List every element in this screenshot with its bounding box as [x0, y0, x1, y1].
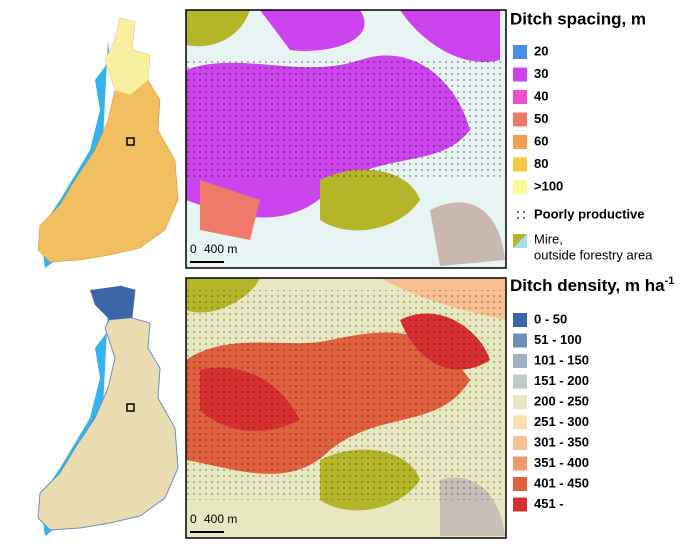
legend-swatch	[513, 395, 527, 409]
legend-swatch	[513, 333, 527, 348]
legend-swatch	[513, 180, 527, 194]
legend-label: 151 - 200	[534, 373, 589, 388]
scale-end: 400 m	[204, 512, 237, 526]
legend-swatch	[513, 354, 527, 368]
legend-swatch	[513, 90, 527, 104]
legend-label: 251 - 300	[534, 414, 589, 429]
legend-label: Poorly productive	[534, 206, 645, 221]
legend-title-text: Ditch density, m ha	[510, 276, 665, 295]
detail-map-top	[185, 9, 507, 269]
legend-label: 101 - 150	[534, 352, 589, 367]
legend-top: 20 30 40 50 60 80 >100	[513, 43, 563, 194]
legend-title: Ditch spacing, m	[510, 9, 646, 28]
legend-swatch	[513, 45, 527, 59]
legend-title-sup: -1	[665, 275, 675, 287]
legend-label: 301 - 350	[534, 434, 589, 449]
legend-label: 451 -	[534, 496, 564, 511]
legend-swatch	[513, 313, 527, 327]
legend-label: 51 - 100	[534, 332, 582, 347]
legend-swatch	[513, 456, 527, 471]
mire-swatch	[513, 234, 527, 248]
legend-swatch	[513, 477, 527, 491]
detail-map-bottom	[185, 277, 507, 539]
legend-title: Ditch density, m ha-1	[510, 275, 674, 296]
scale-start: 0	[190, 242, 197, 256]
legend-label: 401 - 450	[534, 475, 589, 490]
overview-map-top	[37, 17, 179, 268]
overview-map-bottom	[37, 285, 179, 536]
legend-label: outside forestry area	[534, 247, 653, 262]
legend-label: 50	[534, 111, 548, 126]
scale-start: 0	[190, 512, 197, 526]
legend-swatch	[513, 497, 527, 512]
legend-swatch	[513, 436, 527, 450]
legend-label: 351 - 400	[534, 455, 589, 470]
legend-swatch	[513, 67, 527, 82]
legend-label: 40	[534, 88, 548, 103]
legend-swatch	[513, 157, 527, 172]
legend-swatch	[513, 112, 527, 127]
legend-bottom: 0 - 50 51 - 100 101 - 150 151 - 200 200 - 25…	[513, 311, 589, 512]
poorly-productive-swatch	[513, 209, 527, 221]
legend-swatch	[513, 415, 527, 430]
legend-label: 80	[534, 156, 548, 171]
legend-label: 30	[534, 66, 548, 81]
legend-swatch	[513, 135, 527, 149]
legend-label: >100	[534, 178, 563, 193]
legend-label: 20	[534, 43, 548, 58]
legend-label: 200 - 250	[534, 393, 589, 408]
legend-swatch	[513, 374, 527, 389]
legend-label: 60	[534, 133, 548, 148]
legend-label: 0 - 50	[534, 311, 567, 326]
legend-label: Mire,	[534, 231, 563, 246]
scale-end: 400 m	[204, 242, 237, 256]
